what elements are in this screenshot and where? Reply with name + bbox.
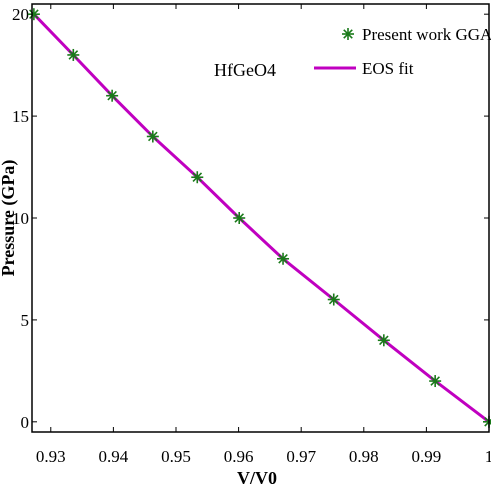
y-tick-label: 5 bbox=[21, 311, 30, 330]
data-point-marker bbox=[27, 8, 40, 21]
legend-asterisk-icon bbox=[342, 28, 354, 40]
plot-frame bbox=[31, 3, 490, 433]
x-axis-label: V/V0 bbox=[237, 468, 277, 488]
data-point-marker bbox=[146, 130, 159, 143]
x-tick-label: 1 bbox=[485, 447, 491, 466]
y-axis-label: Pressure (GPa) bbox=[0, 160, 19, 277]
legend-marker-present-work bbox=[342, 28, 354, 40]
y-tick-label: 20 bbox=[12, 5, 29, 24]
x-tick-label: 0.97 bbox=[286, 447, 316, 466]
legend-label-eos-fit: EOS fit bbox=[362, 59, 414, 78]
data-markers-layer bbox=[27, 8, 491, 428]
x-tick-label: 0.98 bbox=[349, 447, 379, 466]
legend: Present work GGA EOS fit bbox=[314, 25, 491, 78]
data-point-marker bbox=[67, 48, 80, 61]
data-point-marker bbox=[106, 89, 119, 102]
chart-annotation: HfGeO4 bbox=[214, 60, 276, 80]
y-tick-label: 0 bbox=[21, 413, 30, 432]
data-point-marker bbox=[277, 252, 290, 265]
x-tick-label: 0.95 bbox=[161, 447, 191, 466]
data-point-marker bbox=[233, 212, 246, 224]
y-axis-ticks: 0 5 10 15 20 bbox=[12, 5, 489, 432]
x-tick-label: 0.96 bbox=[224, 447, 254, 466]
data-point-marker bbox=[377, 334, 390, 347]
data-point-marker bbox=[191, 171, 204, 184]
plot-area bbox=[32, 4, 489, 432]
y-tick-label: 15 bbox=[12, 107, 29, 126]
x-tick-label: 0.93 bbox=[36, 447, 66, 466]
x-tick-label: 0.94 bbox=[99, 447, 129, 466]
x-tick-label: 0.99 bbox=[412, 447, 442, 466]
data-point-marker bbox=[327, 293, 340, 306]
x-axis-ticks: 0.93 0.94 0.95 0.96 0.97 0.98 0.99 1 bbox=[36, 4, 491, 466]
data-point-marker bbox=[429, 375, 442, 388]
legend-label-present-work: Present work GGA bbox=[362, 25, 491, 44]
y-tick-label: 10 bbox=[12, 209, 29, 228]
